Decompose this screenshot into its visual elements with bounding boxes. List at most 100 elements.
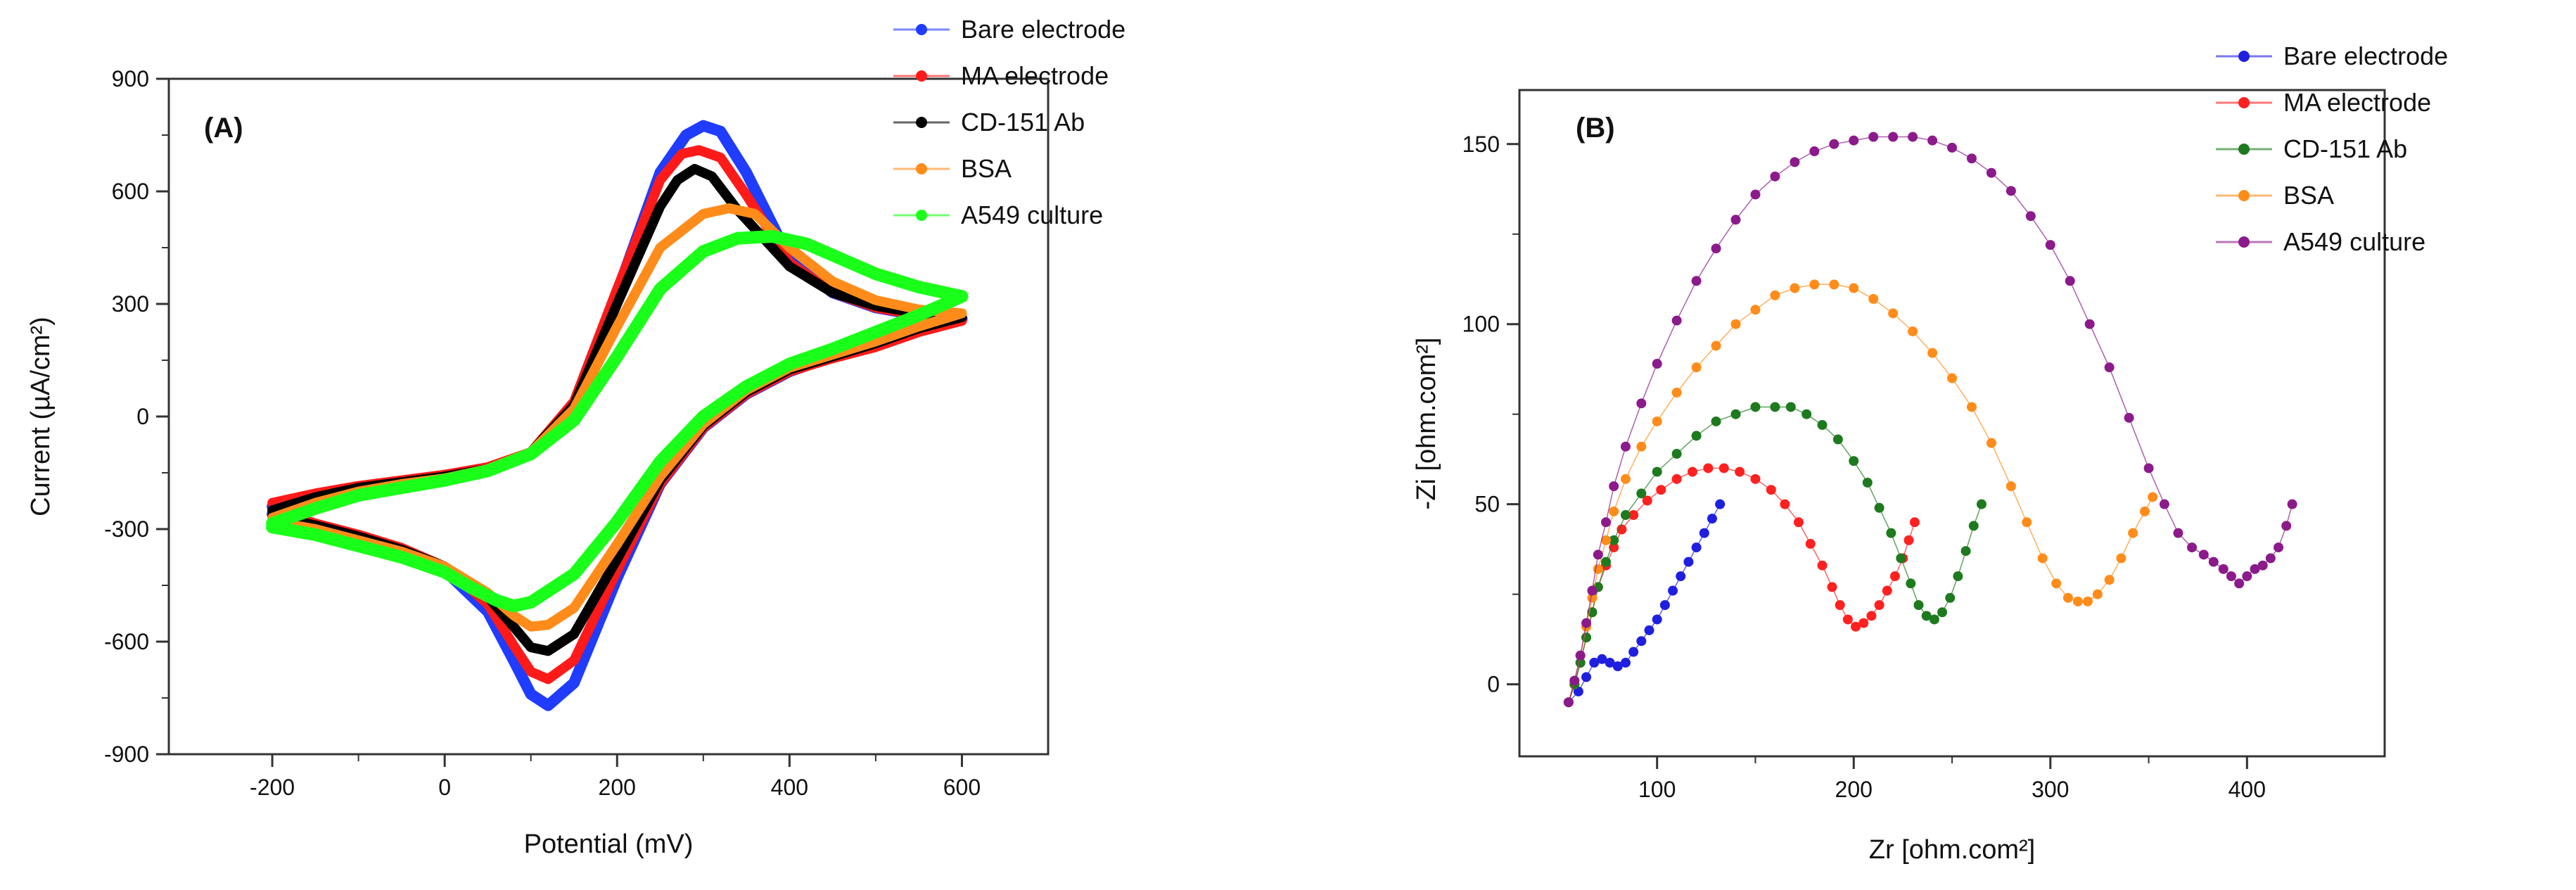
panel-b-point-bare-electrode — [1620, 657, 1631, 668]
panel-b-point-ma-electrode — [1780, 499, 1790, 509]
panel-b-point-ma-electrode — [1609, 542, 1619, 553]
panel-b-x-tick-label: 200 — [1835, 777, 1873, 802]
panel-b-point-ma-electrode — [1671, 473, 1682, 484]
panel-b-point-bsa — [1868, 293, 1879, 304]
panel-b-point-ma-electrode — [1805, 538, 1816, 549]
panel-b-point-cd-151-ab — [1636, 488, 1647, 499]
panel-b-y-tick-label: 150 — [1462, 132, 1500, 157]
panel-b-point-a549-culture — [1849, 135, 1859, 146]
panel-b-point-bsa — [1849, 283, 1859, 293]
panel-b-point-bare-electrode — [1589, 657, 1600, 668]
panel-b-point-a549-culture — [2159, 499, 2169, 509]
panel-a-x-tick-label: -200 — [250, 775, 295, 800]
panel-b-point-a549-culture — [1770, 171, 1780, 182]
panel-b-point-a549-culture — [1691, 276, 1702, 286]
panel-b-point-bare-electrode — [1707, 514, 1717, 524]
panel-b-point-ma-electrode — [1842, 614, 1853, 625]
panel-b-point-cd-151-ab — [1770, 402, 1780, 412]
panel-b-point-bsa — [2051, 578, 2062, 589]
panel-b-point-cd-151-ab — [1960, 546, 1971, 557]
panel-a-y-tick-label: -300 — [104, 516, 149, 542]
panel-b-y-tick-label: 50 — [1474, 492, 1500, 517]
panel-b-legend-label-ma-electrode: MA electrode — [2283, 88, 2431, 117]
panel-a-label: (A) — [204, 113, 243, 144]
panel-b-point-bsa — [2022, 517, 2032, 528]
panel-b-point-bare-electrode — [1573, 686, 1583, 697]
panel-b-point-bsa — [1730, 319, 1741, 329]
panel-b-point-bare-electrode — [1652, 614, 1662, 625]
panel-b-point-bsa — [1620, 473, 1631, 484]
panel-b-point-bsa — [2072, 596, 2083, 606]
panel-b-point-a549-culture — [2250, 564, 2260, 574]
panel-b-point-a549-culture — [1908, 132, 1918, 142]
panel-a-legend-label-bare-electrode: Bare electrode — [961, 15, 1126, 44]
panel-b-point-bsa — [2104, 575, 2115, 585]
panel-b-point-bsa — [1829, 279, 1839, 290]
panel-b-point-bsa — [1908, 326, 1918, 336]
panel-b-point-ma-electrode — [1851, 621, 1861, 632]
panel-b-point-cd-151-ab — [1817, 420, 1828, 431]
panel-b-legend-marker-ma-electrode — [2238, 97, 2250, 108]
panel-b-point-a549-culture — [1809, 146, 1820, 157]
panel-b-point-bsa — [2062, 592, 2073, 603]
panel-b-point-bare-electrode — [1628, 647, 1639, 657]
panel-b-point-a549-culture — [1671, 315, 1682, 326]
panel-b-point-ma-electrode — [1735, 466, 1745, 477]
panel-b-point-cd-151-ab — [1968, 521, 1979, 531]
panel-a-legend-marker-ma-electrode — [916, 70, 927, 82]
panel-b-point-a549-culture — [2124, 412, 2134, 423]
panel-b-point-bsa — [1609, 506, 1619, 516]
panel-b-point-cd-151-ab — [1671, 449, 1682, 459]
panel-b-point-cd-151-ab — [1691, 431, 1702, 441]
panel-b-point-cd-151-ab — [1886, 528, 1896, 538]
panel-b-point-a549-culture — [1966, 153, 1977, 164]
panel-b-point-a549-culture — [2281, 521, 2292, 531]
panel-b-point-cd-151-ab — [1849, 456, 1859, 466]
panel-b-point-a549-culture — [2045, 240, 2055, 250]
panel-b-point-a549-culture — [2208, 557, 2219, 567]
panel-b-point-a549-culture — [1730, 215, 1741, 225]
panel-b-point-a549-culture — [2218, 564, 2229, 574]
panel-b-point-bsa — [2116, 553, 2127, 564]
panel-b-legend-label-bare-electrode: Bare electrode — [2283, 42, 2448, 70]
panel-a-y-tick-label: 900 — [112, 66, 149, 91]
panel-b-point-a549-culture — [2065, 276, 2075, 286]
panel-b-point-bare-electrode — [1668, 585, 1678, 596]
panel-b-point-a549-culture — [1581, 618, 1592, 628]
panel-b-point-a549-culture — [1601, 517, 1611, 528]
panel-b-point-cd-151-ab — [1832, 434, 1843, 445]
panel-b-y-tick-label: 0 — [1487, 672, 1500, 697]
panel-a-y-tick-label: 0 — [136, 404, 149, 429]
panel-a-legend-marker-a549-culture — [916, 210, 927, 221]
panel-a-chart: -200 0 200 400 600 -900 -600 -300 0 300 600 900 (A)… — [26, 15, 1126, 859]
panel-b-point-bsa — [1790, 283, 1800, 293]
panel-b-legend-label-bsa: BSA — [2283, 181, 2334, 210]
panel-b-legend-marker-a549-culture — [2238, 236, 2250, 248]
panel-b-point-ma-electrode — [1909, 517, 1920, 528]
panel-b-point-bsa — [1691, 362, 1702, 373]
panel-a-x-tick-label: 400 — [771, 775, 808, 800]
panel-b-legend-label-a549-culture: A549 culture — [2283, 227, 2425, 256]
panel-b-point-bsa — [1671, 387, 1682, 398]
panel-b-point-ma-electrode — [1866, 611, 1877, 621]
panel-b-x-tick-label: 400 — [2229, 777, 2266, 802]
panel-a-x-tick-label: 0 — [438, 775, 451, 800]
panel-b-point-cd-151-ab — [1802, 409, 1812, 419]
panel-b-point-a549-culture — [1587, 585, 1598, 596]
panel-b-point-bsa — [2037, 553, 2048, 564]
panel-b-point-bsa — [1947, 373, 1957, 383]
panel-b-point-bare-electrode — [1605, 657, 1615, 668]
panel-b-point-a549-culture — [2025, 211, 2036, 222]
panel-b-point-cd-151-ab — [1896, 553, 1906, 564]
panel-b-point-bare-electrode — [1676, 571, 1686, 582]
panel-b-point-a549-culture — [1986, 167, 1996, 178]
panel-b-point-bsa — [1927, 348, 1938, 358]
panel-a-y-tick-label: -900 — [104, 742, 149, 767]
panel-a-legend-label-ma-electrode: MA electrode — [961, 61, 1109, 90]
panel-b-point-a549-culture — [2234, 578, 2245, 589]
panel-b-point-cd-151-ab — [1874, 502, 1885, 513]
panel-b-point-a549-culture — [2287, 499, 2297, 509]
panel-b-point-bsa — [1986, 438, 1996, 448]
